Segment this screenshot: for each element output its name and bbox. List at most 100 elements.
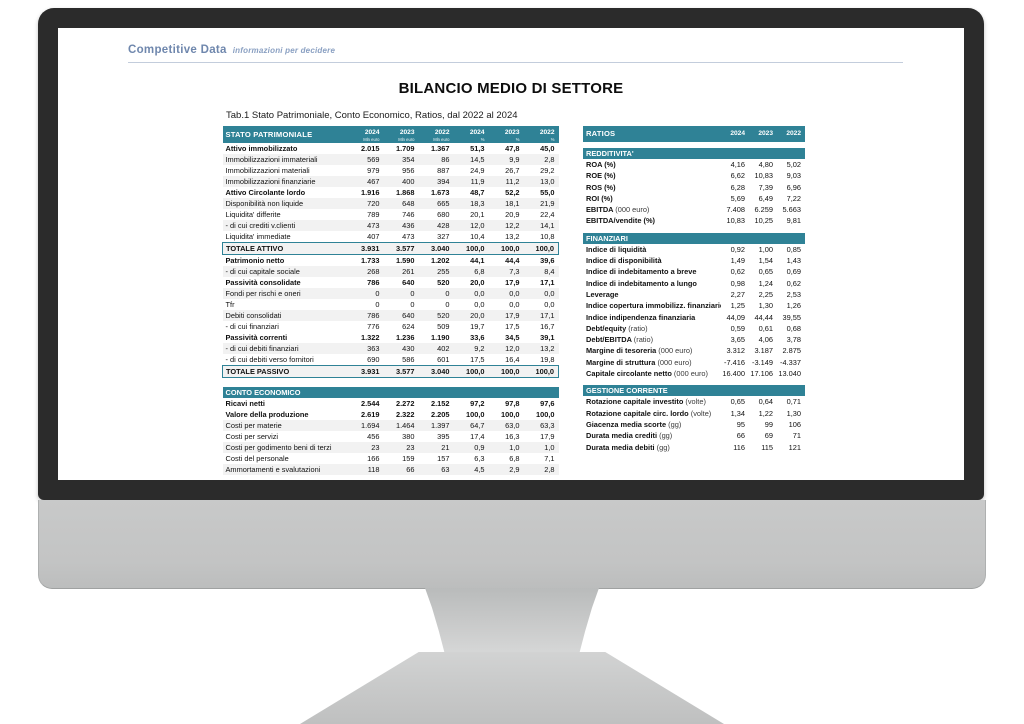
sp-row-label-17: Passività correnti: [225, 333, 288, 342]
ratio-1-2-val-2: 0,69: [786, 267, 801, 277]
sp-row-7-val-3: 12,0: [453, 220, 489, 231]
ce-row-0-val-2: 2.152: [431, 399, 450, 408]
ratio-unit-2-0: (volte): [685, 397, 706, 407]
sp-row-13-val-0: 0: [348, 288, 384, 299]
ratio-0-3-val-1: 6,49: [758, 193, 773, 203]
table-row: - di cui capitale sociale 268 261 255 6,8 7,3…: [222, 266, 559, 277]
sp-row-12-val-0: 786: [367, 278, 380, 287]
sp-row-19-val-1: 586: [402, 355, 415, 364]
ratio-1-0-val-1: 1,00: [758, 244, 773, 254]
ratio-2-0-val-0: 0,65: [730, 397, 745, 407]
ratio-label-1-6: Indice indipendenza finanziaria: [586, 312, 696, 322]
ce-row-2-val-3: 64,7: [453, 420, 489, 431]
sp-row-label-18: - di cui debiti finanziari: [222, 343, 349, 354]
table-row: TOTALE PASSIVO 3.931 3.577 3.040 100,0 100,0 1…: [222, 365, 559, 378]
ce-row-label-3: Costi per servizi: [225, 432, 279, 441]
table-row: Liquidita' immediate 407 473 327 10,4 13,2 10,…: [223, 231, 559, 243]
ce-row-5-val-3: 6,3: [474, 454, 485, 463]
ratio-0-5-val-1: 10,25: [754, 216, 774, 226]
table-row: Indice di indebitamento a breve 0,62 0,65 0…: [583, 266, 805, 277]
spacer-row: [583, 226, 805, 233]
sp-row-17-val-5: 39,1: [540, 333, 555, 342]
sp-row-3-val-1: 400: [383, 176, 419, 187]
sp-row-14-val-1: 0: [410, 300, 415, 309]
table-row: Costi per materie 1.694 1.464 1.397 64,7 63,0…: [222, 420, 559, 431]
ratios-section-label-1: FINANZIARI: [583, 232, 721, 244]
ratio-unit-2-2: (gg): [668, 419, 682, 429]
brand-name: Competitive Data: [128, 44, 227, 56]
sp-row-10-val-2: 1.202: [431, 256, 450, 265]
sp-row-2-val-1: 956: [402, 166, 415, 175]
sp-row-20-val-5: 100,0: [523, 365, 559, 378]
ratio-label-1-0: Indice di liquidità: [586, 244, 647, 254]
sp-row-19-val-4: 16,4: [505, 355, 520, 364]
left-header-col-0: 2024 Mln euro: [348, 126, 384, 143]
page-title: BILANCIO MEDIO DI SETTORE: [398, 80, 624, 97]
ce-row-1-val-4: 100,0: [501, 410, 520, 419]
ratio-0-0-val-0: 4,16: [730, 160, 745, 169]
sp-row-label-12: Passività consolidate: [225, 278, 301, 287]
left-header-col-4: 2023%: [488, 126, 524, 143]
sp-row-20-val-1: 3.577: [383, 365, 419, 378]
ce-row-5-val-4: 6,8: [509, 454, 520, 463]
sp-row-19-val-5: 19,8: [540, 355, 555, 364]
sp-row-11-val-4: 7,3: [488, 266, 524, 277]
table-row: Costi del personale 166 159 157 6,3 6,8 7,1: [223, 453, 559, 464]
ratio-1-3-val-0: 0,98: [730, 278, 745, 288]
ratio-1-11-val-0: 16.400: [722, 369, 745, 379]
sp-row-18-val-4: 12,0: [488, 343, 524, 354]
ratio-0-3-val-0: 5,69: [730, 193, 745, 203]
ratio-1-11-val-1: 17.106: [750, 369, 773, 379]
ce-row-3-val-5: 17,9: [540, 432, 555, 441]
sp-row-4-val-4: 52,2: [505, 188, 520, 197]
table-row: Valore della produzione 2.619 2.322 2.205 10…: [223, 409, 559, 420]
sp-row-6-val-3: 20,1: [470, 210, 485, 219]
sp-row-5-val-0: 720: [348, 198, 384, 209]
ce-row-1-val-1: 2.322: [396, 410, 415, 419]
sp-row-17-val-3: 33,6: [470, 333, 485, 342]
ratio-label-0-4: EBITDA (000 euro): [586, 205, 650, 215]
ratio-0-1-val-2: 9,03: [786, 171, 801, 181]
ce-row-1-val-5: 100,0: [536, 410, 555, 419]
sp-row-16-val-5: 16,7: [540, 322, 555, 331]
sp-row-8-val-5: 10,8: [540, 232, 555, 241]
sp-row-10-val-4: 44,4: [505, 256, 520, 265]
sp-row-10-val-0: 1.733: [361, 256, 380, 265]
table-row: Giacenza media scorte (gg) 95 99 106: [583, 419, 805, 430]
table-row: ROA (%) 4,16 4,80 5,02: [583, 159, 805, 170]
ce-row-3-val-2: 395: [437, 432, 450, 441]
left-header-unit-4: %: [515, 136, 520, 142]
left-header-unit-1: Mln euro: [398, 136, 415, 142]
right-header-col-1: 2023: [749, 126, 777, 142]
ratio-label-0-1: ROE (%): [586, 171, 616, 181]
ratio-2-0-val-2: 0,71: [786, 397, 801, 407]
sp-row-8-val-1: 473: [402, 232, 415, 241]
sp-row-3-val-3: 11,9: [453, 176, 489, 187]
sp-row-8-val-2: 327: [437, 232, 450, 241]
ce-row-6-val-1: 66: [383, 464, 419, 475]
sp-row-label-19: - di cui debiti verso fornitori: [225, 355, 314, 364]
sp-row-18-val-2: 402: [418, 343, 454, 354]
sp-row-12-val-1: 640: [402, 278, 415, 287]
ratio-1-9-val-0: 3.312: [726, 346, 746, 356]
ratio-2-1-val-0: 1,34: [730, 408, 745, 418]
spacer-row: [583, 379, 805, 386]
ratio-unit-1-10: (000 euro): [657, 357, 692, 367]
sp-row-5-val-3: 18,3: [453, 198, 489, 209]
ce-row-2-val-1: 1.464: [383, 420, 419, 431]
ratio-1-7-val-2: 0,68: [786, 323, 801, 333]
sp-row-label-16: - di cui finanziari: [225, 322, 279, 331]
sp-row-18-val-3: 9,2: [453, 343, 489, 354]
table-row: Rotazione capitale investito (volte) 0,65…: [583, 396, 805, 407]
table-row: - di cui debiti finanziari 363 430 402 9,2 12…: [222, 343, 559, 354]
sp-row-6-val-4: 20,9: [505, 210, 520, 219]
ratio-1-1-val-0: 1,49: [730, 256, 745, 266]
ce-row-3-val-3: 17,4: [470, 432, 485, 441]
ratio-label-2-4: Durata media debiti (gg): [586, 442, 670, 452]
left-table-header-row: STATO PATRIMONIALE 2024 Mln euro 2023 Mln eu…: [222, 126, 559, 143]
ratio-0-0-val-2: 5,02: [786, 160, 801, 169]
ratio-2-1-val-2: 1,30: [786, 408, 801, 418]
ratio-1-3-val-2: 0,62: [786, 278, 801, 288]
conto-economico-section-header: CONTO ECONOMICO: [222, 387, 559, 398]
